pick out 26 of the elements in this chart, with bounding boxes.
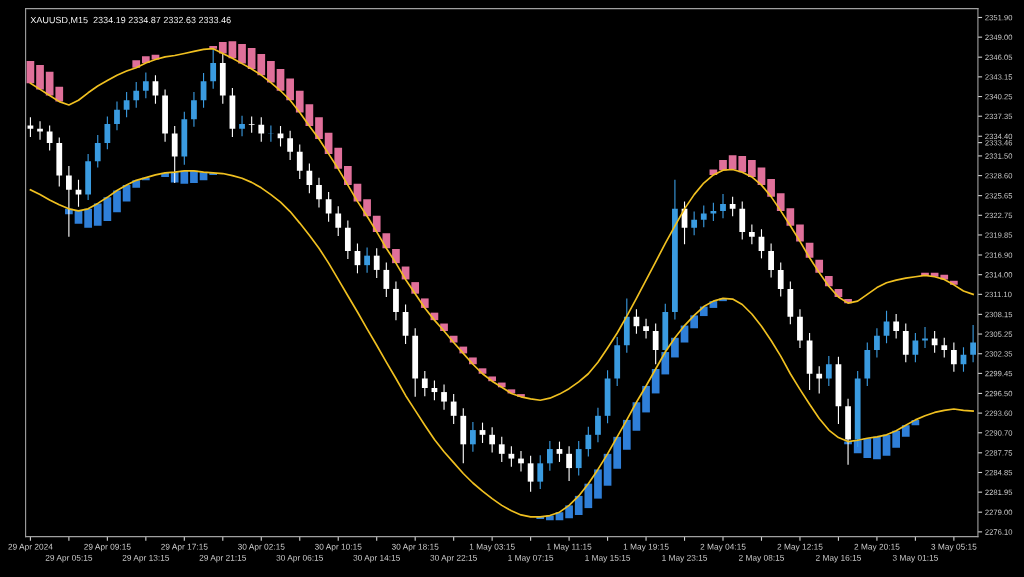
x-tick-label: 2 May 20:15 [854, 543, 900, 552]
x-tick-label: 2 May 12:15 [777, 543, 823, 552]
x-tick-label: 2 May 04:15 [700, 543, 746, 552]
x-tick-label: 29 Apr 2024 [8, 543, 53, 552]
x-tick-label: 1 May 07:15 [508, 554, 554, 563]
x-tick-label: 30 Apr 06:15 [276, 554, 324, 563]
x-tick-label: 29 Apr 05:15 [45, 554, 93, 563]
x-tick-label: 30 Apr 18:15 [391, 543, 439, 552]
x-tick-label: 29 Apr 17:15 [161, 543, 208, 552]
x-tick-label: 1 May 23:15 [662, 554, 708, 563]
x-tick-label: 29 Apr 09:15 [84, 543, 131, 552]
x-tick-label: 1 May 03:15 [469, 543, 515, 552]
x-tick-label: 30 Apr 10:15 [314, 543, 362, 552]
x-tick-label: 3 May 01:15 [892, 554, 938, 563]
x-tick-label: 1 May 15:15 [585, 554, 631, 563]
x-tick-label: 30 Apr 14:15 [353, 554, 400, 563]
x-tick-label: 2 May 08:15 [738, 554, 785, 563]
x-tick-label: 29 Apr 21:15 [199, 554, 247, 563]
x-tick-label: 1 May 11:15 [547, 543, 592, 552]
x-tick-label: 29 Apr 13:15 [122, 554, 170, 563]
x-tick-label: 30 Apr 02:15 [237, 543, 285, 552]
x-tick-label: 30 Apr 22:15 [430, 554, 477, 563]
text: XAUUSD,M15 2334.19 2334.87 2332.63 2333.46 [30, 16, 231, 25]
x-tick-label: 3 May 05:15 [931, 543, 977, 552]
x-tick-label: 1 May 19:15 [623, 543, 669, 552]
x-tick-label: 2 May 16:15 [815, 554, 862, 563]
